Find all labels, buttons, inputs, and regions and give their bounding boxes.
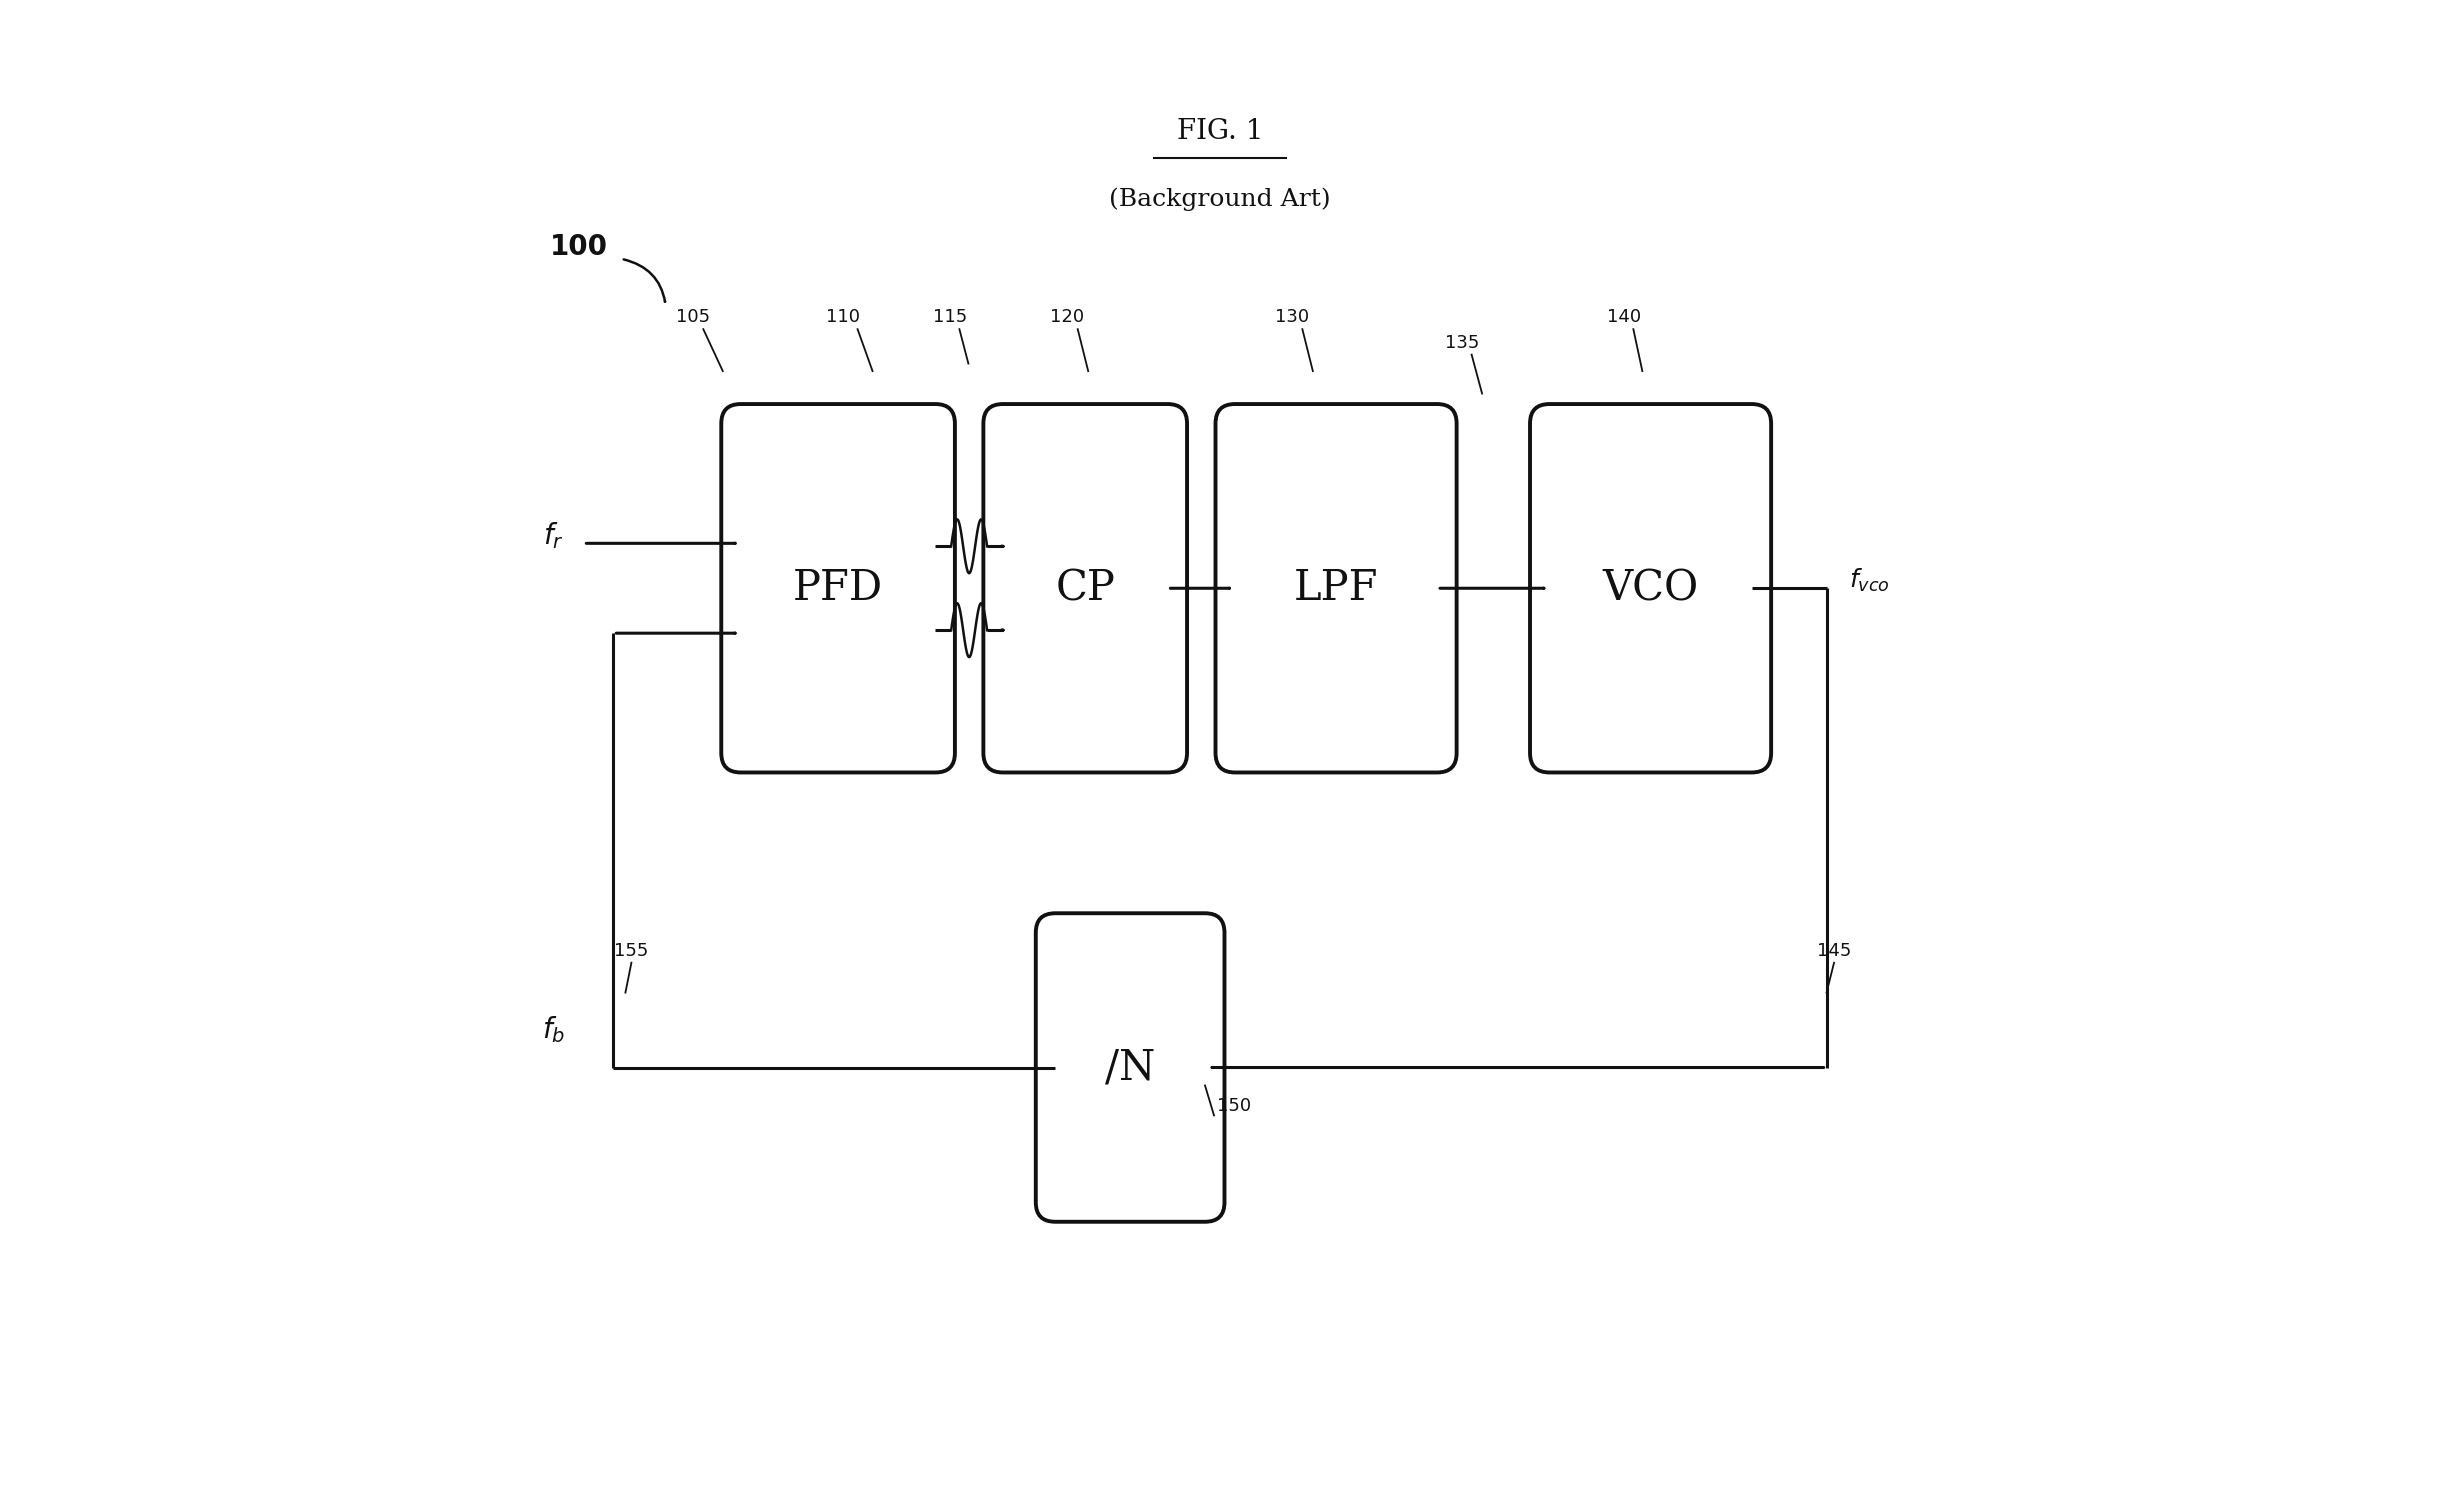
- Text: 150: 150: [1218, 1098, 1252, 1116]
- Text: FIG. 1: FIG. 1: [1176, 117, 1264, 145]
- Text: PFD: PFD: [793, 568, 883, 610]
- FancyBboxPatch shape: [1215, 404, 1457, 773]
- Text: CP: CP: [1054, 568, 1115, 610]
- FancyBboxPatch shape: [722, 404, 954, 773]
- Text: 120: 120: [1049, 309, 1083, 327]
- Text: 105: 105: [676, 309, 710, 327]
- Text: 140: 140: [1608, 309, 1642, 327]
- Text: VCO: VCO: [1603, 568, 1698, 610]
- Text: 115: 115: [932, 309, 969, 327]
- Text: $f_{vco}$: $f_{vco}$: [1850, 568, 1889, 595]
- Text: 155: 155: [615, 941, 649, 959]
- Text: 135: 135: [1444, 334, 1479, 351]
- Text: 145: 145: [1818, 941, 1852, 959]
- FancyBboxPatch shape: [1530, 404, 1771, 773]
- Text: $f_b$: $f_b$: [542, 1015, 566, 1045]
- FancyBboxPatch shape: [983, 404, 1186, 773]
- Text: 130: 130: [1274, 309, 1308, 327]
- Text: /N: /N: [1105, 1047, 1154, 1089]
- Text: 100: 100: [549, 233, 608, 261]
- Text: 110: 110: [825, 309, 859, 327]
- Text: $f_r$: $f_r$: [544, 521, 564, 551]
- FancyBboxPatch shape: [1037, 913, 1225, 1221]
- Text: LPF: LPF: [1293, 568, 1379, 610]
- Text: (Background Art): (Background Art): [1110, 187, 1330, 211]
